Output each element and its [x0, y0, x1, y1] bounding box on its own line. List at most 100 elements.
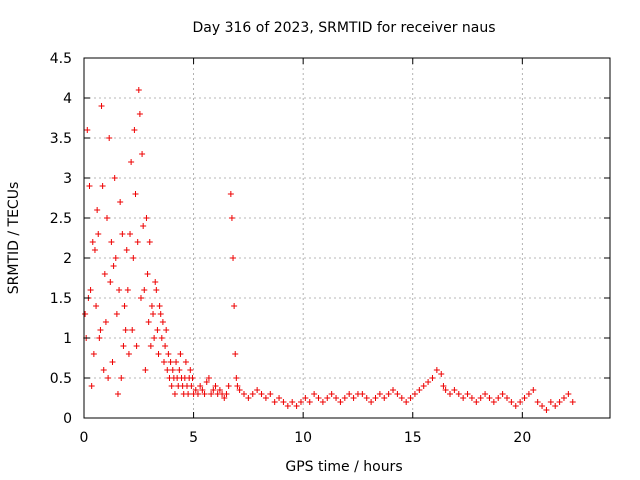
- data-point: [482, 391, 489, 397]
- data-point: [473, 399, 480, 405]
- data-point: [127, 231, 134, 237]
- data-point: [139, 151, 146, 157]
- data-point: [95, 231, 102, 237]
- data-point: [164, 367, 171, 373]
- data-point: [398, 395, 405, 401]
- data-point: [216, 387, 223, 393]
- data-point: [499, 391, 506, 397]
- data-point: [86, 183, 93, 189]
- data-point: [100, 367, 107, 373]
- data-point: [158, 335, 165, 341]
- data-point: [140, 223, 147, 229]
- data-point: [182, 359, 189, 365]
- data-point: [137, 295, 144, 301]
- data-point: [189, 375, 196, 381]
- data-point: [225, 383, 232, 389]
- y-tick-label: 1.5: [50, 291, 72, 307]
- points-layer: [82, 87, 576, 413]
- data-point: [368, 399, 375, 405]
- data-point: [376, 391, 383, 397]
- data-point: [350, 395, 357, 401]
- data-point: [306, 399, 313, 405]
- data-point: [152, 279, 159, 285]
- data-point: [429, 375, 436, 381]
- data-point: [203, 379, 210, 385]
- data-point: [118, 375, 125, 381]
- data-point: [440, 383, 447, 389]
- data-point: [442, 387, 449, 393]
- chart-title: Day 316 of 2023, SRMTID for receiver nau…: [192, 20, 495, 36]
- data-point: [319, 399, 326, 405]
- data-point: [135, 87, 142, 93]
- x-axis-label: GPS time / hours: [285, 459, 402, 475]
- data-point: [133, 343, 140, 349]
- data-point: [99, 183, 106, 189]
- data-point: [176, 367, 183, 373]
- data-point: [512, 403, 519, 409]
- data-point: [341, 395, 348, 401]
- data-point: [385, 391, 392, 397]
- data-point: [122, 327, 129, 333]
- grid-layer: [84, 58, 610, 418]
- data-point: [530, 387, 537, 393]
- data-point: [411, 391, 418, 397]
- data-point: [132, 191, 139, 197]
- data-point: [88, 383, 95, 389]
- x-tick-label: 15: [404, 430, 422, 446]
- data-point: [508, 399, 515, 405]
- data-point: [141, 287, 148, 293]
- data-point: [131, 127, 138, 133]
- data-point: [106, 135, 113, 141]
- data-point: [167, 359, 174, 365]
- data-point: [96, 335, 103, 341]
- data-point: [147, 343, 154, 349]
- data-point: [157, 311, 164, 317]
- data-point: [102, 319, 109, 325]
- data-point: [153, 287, 160, 293]
- ticks-layer: [83, 57, 610, 419]
- y-tick-label: 2.5: [50, 211, 72, 227]
- data-point: [503, 395, 510, 401]
- data-point: [315, 395, 322, 401]
- data-point: [128, 159, 135, 165]
- data-point: [328, 391, 335, 397]
- data-point: [142, 367, 149, 373]
- data-point: [284, 403, 291, 409]
- data-point: [324, 395, 331, 401]
- y-tick-label: 3: [63, 171, 72, 187]
- data-point: [177, 351, 184, 357]
- data-point: [236, 387, 243, 393]
- data-point: [144, 271, 151, 277]
- data-point: [116, 287, 123, 293]
- data-point: [477, 395, 484, 401]
- data-point: [258, 391, 265, 397]
- data-point: [569, 399, 576, 405]
- data-point: [151, 335, 158, 341]
- data-point: [120, 343, 127, 349]
- x-tick-label: 10: [294, 430, 312, 446]
- data-point: [208, 391, 215, 397]
- y-axis-label: SRMTID / TECUs: [6, 182, 22, 295]
- data-point: [346, 391, 353, 397]
- data-point: [543, 407, 550, 413]
- labels-layer: 0 0.5 1 1.5 2 2.5 3 3.5 4 4.5 0 5 10 15 20: [50, 51, 532, 446]
- data-point: [163, 327, 170, 333]
- data-point: [486, 395, 493, 401]
- data-point: [280, 399, 287, 405]
- data-point: [197, 383, 204, 389]
- data-point: [271, 399, 278, 405]
- data-point: [91, 247, 98, 253]
- data-point: [451, 387, 458, 393]
- x-tick-label: 0: [80, 430, 89, 446]
- data-point: [233, 375, 240, 381]
- data-point: [124, 287, 131, 293]
- data-point: [199, 387, 206, 393]
- data-point: [539, 403, 546, 409]
- data-point: [93, 303, 100, 309]
- data-point: [447, 391, 454, 397]
- data-point: [194, 391, 201, 397]
- data-point: [525, 391, 532, 397]
- data-point: [171, 391, 178, 397]
